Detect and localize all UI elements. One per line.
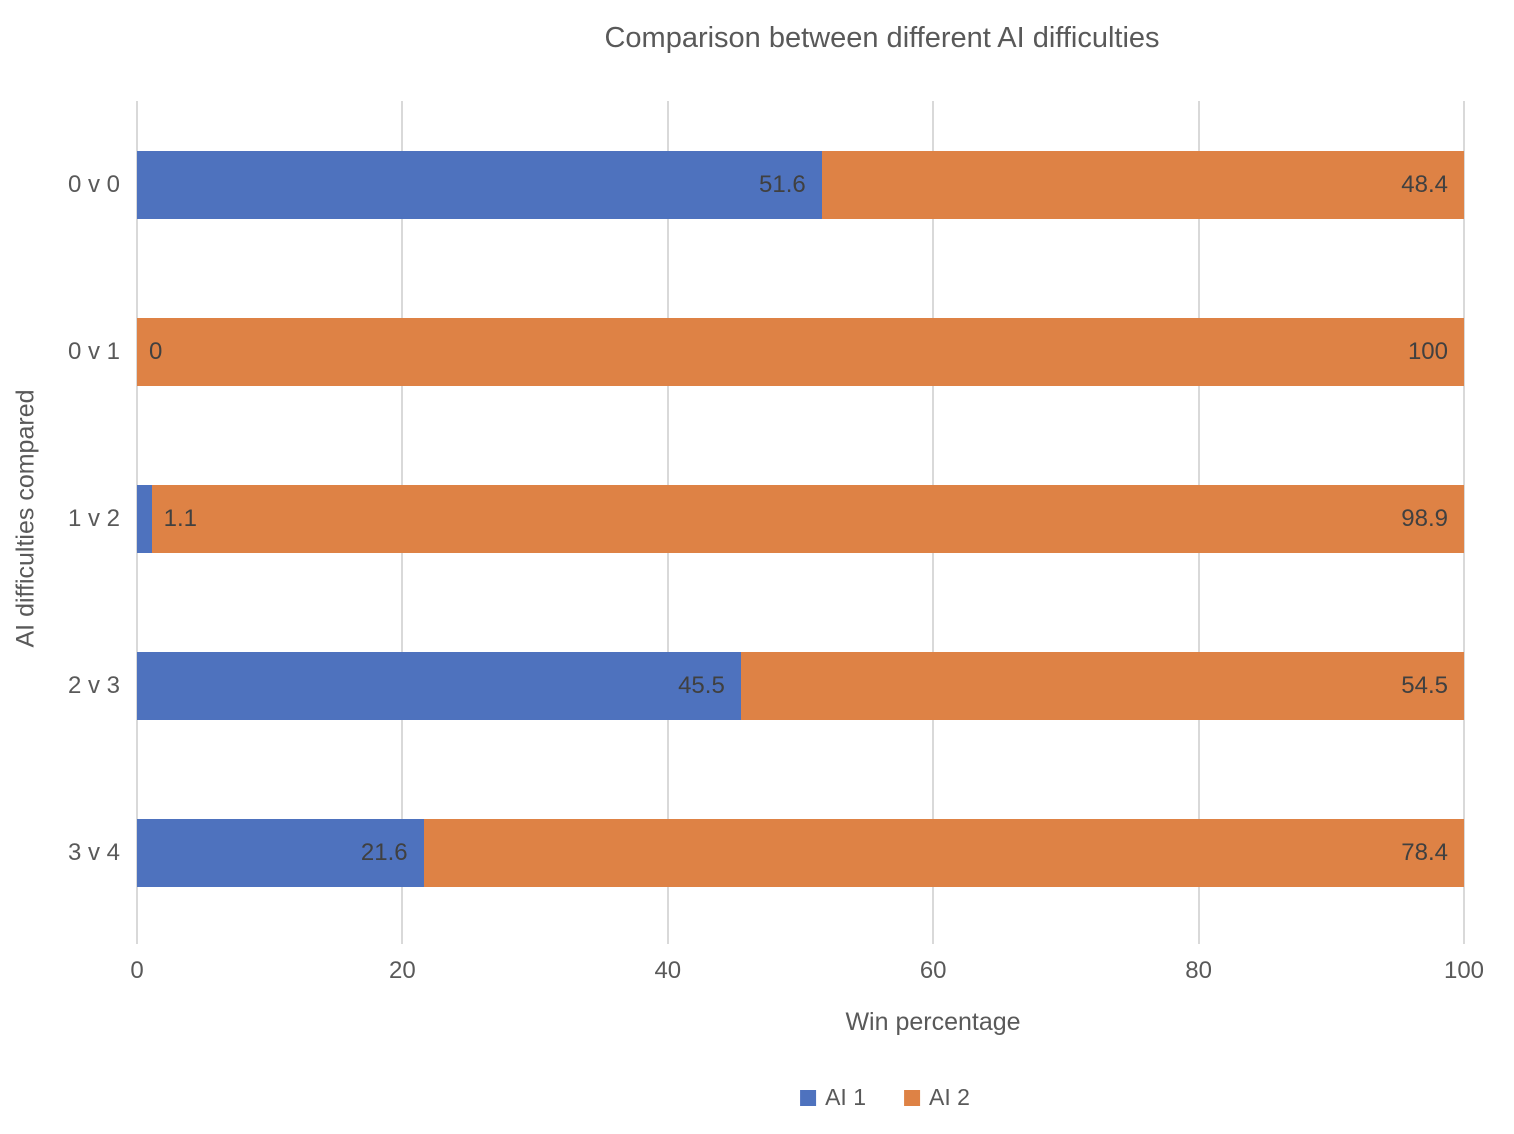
- bar-segment-ai-2: [423, 818, 1464, 887]
- x-axis-title: Win percentage: [845, 1008, 1021, 1036]
- data-label-ai-1: 51.6: [759, 170, 806, 198]
- bar-row: 21.6 78.4: [137, 818, 1464, 887]
- legend: AI 1 AI 2: [800, 1084, 970, 1111]
- data-label-ai-1: 45.5: [678, 671, 725, 699]
- bar-row: 0 100: [137, 317, 1464, 386]
- x-axis-tick-mark: [932, 936, 935, 944]
- plot-area: 51.6 48.4 0 100 1.1 98.9 45.5 54.5 21.6 78.4: [136, 101, 1465, 936]
- bar-segment-ai-2: [151, 484, 1464, 553]
- legend-swatch-icon: [800, 1089, 817, 1106]
- x-axis-tick-mark: [666, 936, 669, 944]
- bar-row: 1.1 98.9: [137, 484, 1464, 553]
- bar-segment-ai-2: [137, 317, 1464, 386]
- bar-segment-ai-2: [821, 150, 1464, 219]
- legend-item: AI 2: [904, 1084, 970, 1111]
- x-axis-tick-mark: [1197, 936, 1200, 944]
- data-label-ai-1: 21.6: [360, 838, 408, 866]
- data-label-ai-2: 98.9: [1401, 504, 1448, 532]
- x-axis-tick-mark: [1463, 936, 1465, 944]
- bar-segment-ai-2: [740, 651, 1464, 720]
- data-label-ai-2: 100: [1407, 337, 1448, 365]
- bar-segment-ai-1: [137, 651, 741, 720]
- data-label-ai-2: 78.4: [1401, 838, 1448, 866]
- y-axis-category-label: 0 v 0: [67, 170, 120, 198]
- x-axis-tick-label: 80: [1185, 957, 1212, 984]
- data-label-ai-1: 0: [149, 337, 163, 365]
- y-axis-category-label: 3 v 4: [67, 838, 120, 866]
- legend-swatch-icon: [904, 1089, 920, 1106]
- x-axis-tick-mark: [401, 936, 404, 944]
- y-axis-category-label: 1 v 2: [67, 504, 120, 532]
- bar-segment-ai-1: [137, 818, 424, 887]
- y-axis-category-label: 0 v 1: [67, 337, 120, 365]
- legend-label: AI 2: [929, 1084, 970, 1110]
- x-axis-tick-mark: [136, 936, 138, 944]
- x-axis-tick-label: 0: [130, 957, 144, 984]
- x-axis-tick-label: 40: [654, 957, 682, 984]
- legend-item: AI 1: [800, 1084, 866, 1111]
- data-label-ai-1: 1.1: [163, 504, 197, 532]
- bar-segment-ai-1: [137, 484, 152, 553]
- x-axis-tick-label: 60: [919, 957, 947, 984]
- x-axis-tick-label: 20: [389, 957, 416, 984]
- bar-row: 51.6 48.4: [137, 150, 1464, 219]
- y-axis-category-label: 2 v 3: [67, 671, 120, 699]
- data-label-ai-2: 48.4: [1401, 170, 1448, 198]
- data-label-ai-2: 54.5: [1401, 671, 1448, 699]
- gridline: [1463, 101, 1465, 936]
- x-axis-tick-label: 100: [1443, 957, 1485, 984]
- legend-label: AI 1: [825, 1084, 866, 1110]
- bar-segment-ai-1: [137, 150, 822, 219]
- chart-title: Comparison between different AI difficul…: [604, 22, 1160, 54]
- bar-row: 45.5 54.5: [137, 651, 1464, 720]
